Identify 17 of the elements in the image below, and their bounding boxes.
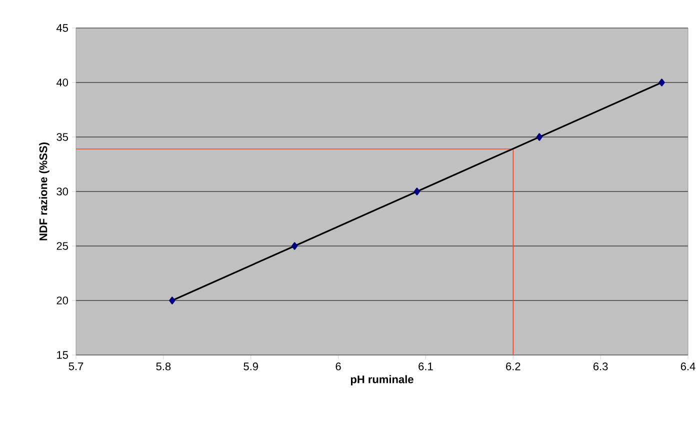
x-tick-label: 5.9	[244, 362, 258, 370]
y-tick-label: 30	[56, 188, 68, 196]
x-tick-label: 6.1	[418, 362, 433, 370]
y-axis-title: NDF razione (%SS)	[39, 142, 50, 240]
x-tick-label: 6	[336, 362, 341, 370]
x-tick-label: 5.8	[156, 362, 171, 370]
y-tick-label: 20	[56, 296, 68, 304]
x-tick-label: 5.7	[68, 362, 84, 370]
y-tick-label: 45	[56, 24, 68, 32]
x-tick-label: 6.3	[593, 362, 608, 370]
y-tick-label: 15	[57, 351, 68, 359]
x-tick-label: 6.4	[680, 362, 696, 370]
y-tick-label: 40	[56, 78, 68, 86]
y-tick-label: 25	[56, 242, 68, 250]
x-tick-label: 6.2	[506, 362, 520, 370]
y-tick-label: 35	[56, 133, 68, 141]
x-axis-title: pH ruminale	[350, 375, 414, 386]
